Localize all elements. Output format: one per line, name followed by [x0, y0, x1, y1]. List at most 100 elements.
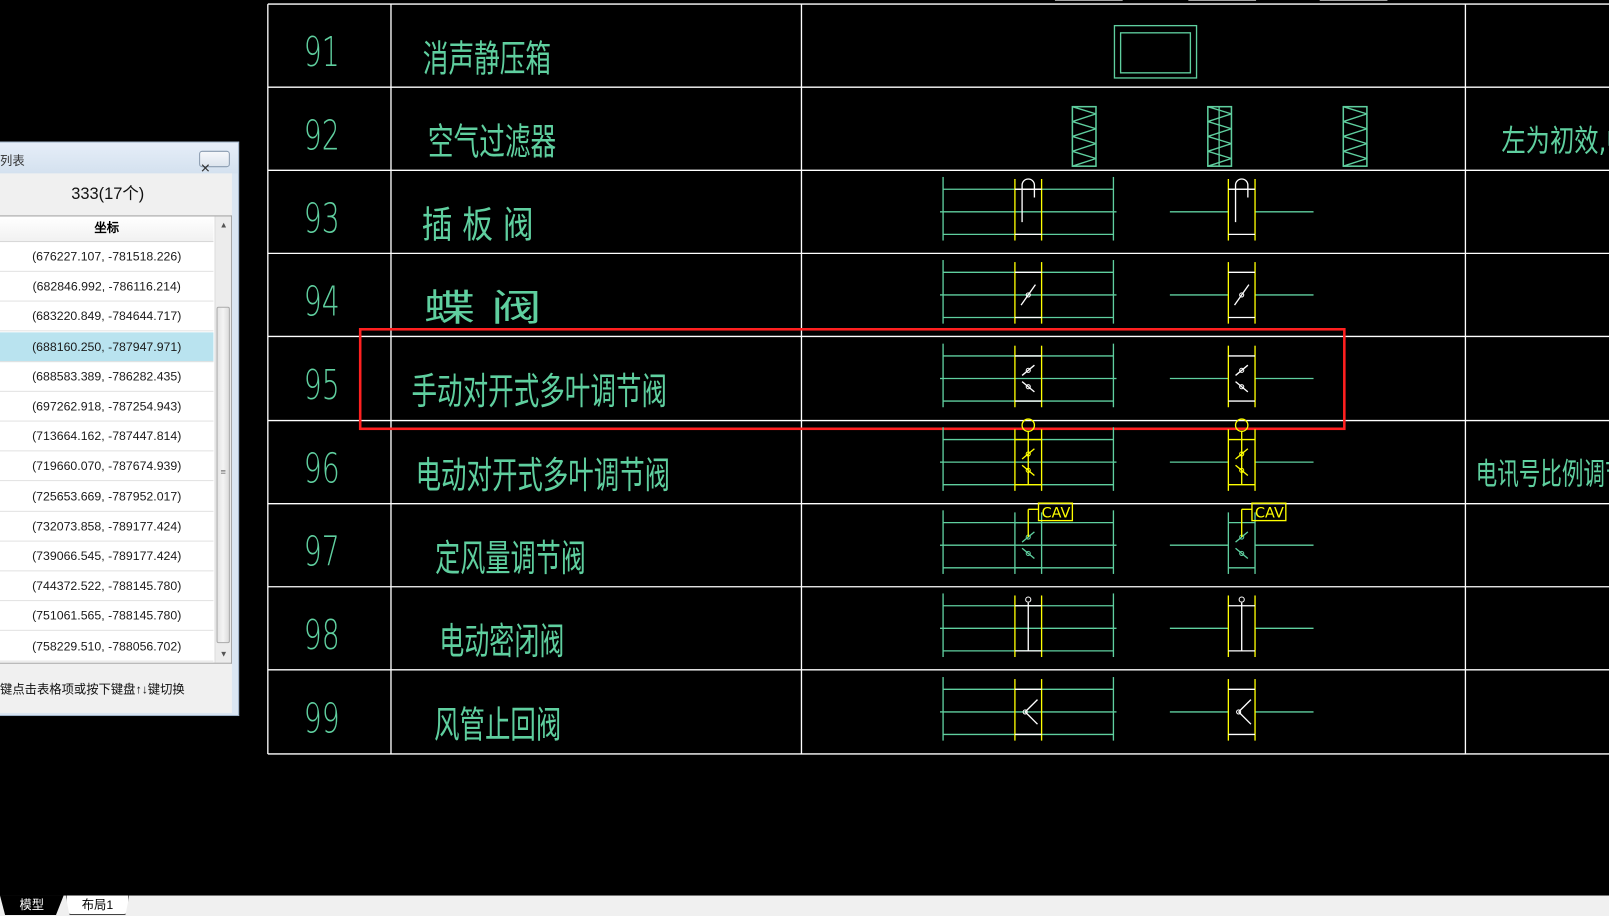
- duct-symbol: [939, 343, 1117, 408]
- table-row[interactable]: (732073.858, -789177.424): [0, 512, 214, 542]
- plenum-box-symbol: [1113, 24, 1198, 79]
- table-row[interactable]: (744372.522, -788145.780): [0, 572, 214, 602]
- single-line-symbol: [1169, 262, 1314, 324]
- item-label: 电动对开式多叶调节阀: [416, 454, 670, 497]
- table-row[interactable]: (688160.250, -787947.971): [0, 331, 214, 362]
- filter-media: [1207, 142, 1232, 152]
- duct-symbol: CAV: [939, 502, 1117, 574]
- actuator-icon: [1234, 418, 1249, 433]
- filter-media: [1072, 128, 1097, 138]
- single-line-symbol: [1169, 418, 1314, 491]
- table-row[interactable]: (719660.070, -787674.939): [0, 452, 214, 482]
- cav-tag: CAV: [1042, 506, 1071, 522]
- check-flap: [1238, 711, 1252, 725]
- table-row[interactable]: (713664.162, -787447.814): [0, 422, 214, 452]
- layout-tab-bar: 模型 布局1: [0, 895, 1609, 916]
- blade-pivot: [1025, 292, 1031, 298]
- item-label: 蝶 阀: [424, 287, 542, 330]
- blade-pivot: [1025, 550, 1031, 556]
- drawing-canvas[interactable]: 91 消声静压箱 92 空气过滤器 左为初效,中 93 插 板 阀 94 蝶 阀 95 手动对开式多…: [0, 0, 1609, 896]
- panel-body: 333(17个) 坐标 (676227.107, -781518.226) (68…: [0, 173, 232, 713]
- scroll-up-icon[interactable]: ▲: [219, 220, 228, 230]
- close-icon: ✕: [200, 161, 211, 176]
- damper-blade: [1021, 381, 1035, 393]
- cav-tag-box: [1037, 502, 1074, 522]
- table-row-99: 99 风管止回阀: [304, 677, 1314, 747]
- duct-symbol: [939, 593, 1117, 658]
- highlight-rectangle: [358, 327, 1346, 431]
- table-row[interactable]: (725653.669, -787952.017): [0, 482, 214, 512]
- close-button[interactable]: ✕: [199, 150, 230, 175]
- coordinate-list-panel: 列表 ✕ 333(17个) 坐标 (676227.107, -781518.22…: [0, 141, 240, 717]
- damper-blade: [1021, 364, 1035, 376]
- filter-media: [1072, 157, 1097, 167]
- table-row[interactable]: (758229.510, -788056.702): [0, 631, 214, 662]
- duct-symbol: [939, 418, 1117, 491]
- blade-pivot: [1239, 367, 1245, 373]
- damper-blade: [1235, 547, 1249, 560]
- filter-media: [1072, 142, 1097, 152]
- table-row-92: 92 空气过滤器 左为初效,中: [304, 105, 1609, 167]
- item-number: 96: [304, 445, 340, 493]
- filter-media: [1343, 128, 1368, 138]
- item-number: 95: [304, 361, 340, 409]
- table-row-93: 93 插 板 阀: [304, 176, 1314, 246]
- table-row-95: 95 手动对开式多叶调节阀: [304, 343, 1314, 413]
- butterfly-blade: [1233, 284, 1250, 306]
- filter-media: [1072, 113, 1097, 123]
- scrollbar-thumb[interactable]: ≡: [216, 306, 230, 644]
- hinge-pivot: [1022, 709, 1028, 715]
- table-row-98: 98 电动密闭阀: [304, 593, 1314, 663]
- filter-media: [1343, 113, 1368, 123]
- blade-pivot: [1239, 550, 1245, 556]
- duct-symbol: [939, 677, 1117, 741]
- blade-pivot: [1025, 367, 1031, 373]
- panel-titlebar[interactable]: 列表 ✕: [0, 142, 239, 175]
- filter-media: [1207, 113, 1232, 123]
- tab-layout1[interactable]: 布局1: [65, 895, 130, 916]
- duct-symbol: [939, 260, 1117, 324]
- table-row[interactable]: (676227.107, -781518.226): [0, 242, 214, 272]
- column-header-coordinate[interactable]: 坐标: [0, 216, 214, 243]
- item-label: 插 板 阀: [422, 203, 534, 246]
- check-flap: [1238, 699, 1252, 713]
- filter-media: [1343, 135, 1368, 145]
- tab-model[interactable]: 模型: [0, 895, 64, 916]
- cav-tag: CAV: [1255, 506, 1284, 522]
- gate-blade: [1234, 178, 1249, 223]
- single-line-symbol: CAV: [1169, 502, 1314, 574]
- table-row[interactable]: (751061.565, -788145.780): [0, 602, 214, 632]
- table-row[interactable]: (682846.992, -786116.214): [0, 272, 214, 302]
- filter-symbol: [1071, 105, 1097, 167]
- filter-symbol: [1342, 105, 1368, 167]
- gate-blade: [1021, 178, 1036, 223]
- blade-pivot: [1239, 384, 1245, 390]
- table-row-96: 96 电动对开式多叶调节阀 电讯号比例调节: [304, 418, 1609, 497]
- butterfly-blade: [1020, 284, 1036, 306]
- table-row[interactable]: (683220.849, -784644.717): [0, 302, 214, 332]
- item-number: 97: [304, 528, 340, 576]
- item-note: 电讯号比例调节: [1476, 457, 1609, 493]
- item-label: 手动对开式多叶调节阀: [412, 370, 668, 413]
- filter-media: [1343, 106, 1368, 115]
- table-row-94: 94 蝶 阀: [304, 260, 1314, 330]
- table-row[interactable]: (697262.918, -787254.943): [0, 392, 214, 422]
- filter-media: [1207, 157, 1232, 167]
- item-number: 91: [304, 28, 340, 76]
- panel-title: 列表: [0, 153, 25, 169]
- filter-media: [1072, 135, 1097, 145]
- damper-blade: [1021, 547, 1035, 560]
- filter-media: [1343, 120, 1368, 130]
- single-line-symbol: [1169, 679, 1314, 741]
- filter-media: [1072, 120, 1097, 130]
- actuator-icon: [1025, 596, 1032, 603]
- plenum-outer: [1113, 24, 1198, 79]
- result-count: 333(17个): [71, 185, 145, 204]
- filter-media: [1207, 120, 1232, 130]
- table-row[interactable]: (739066.545, -789177.424): [0, 542, 214, 572]
- table-row[interactable]: (688583.389, -786282.435): [0, 362, 214, 392]
- vertical-scrollbar[interactable]: ▲ ≡ ▼: [214, 216, 231, 663]
- coordinate-table: 坐标 (676227.107, -781518.226) (682846.992,…: [0, 215, 232, 664]
- scroll-down-icon[interactable]: ▼: [219, 649, 228, 659]
